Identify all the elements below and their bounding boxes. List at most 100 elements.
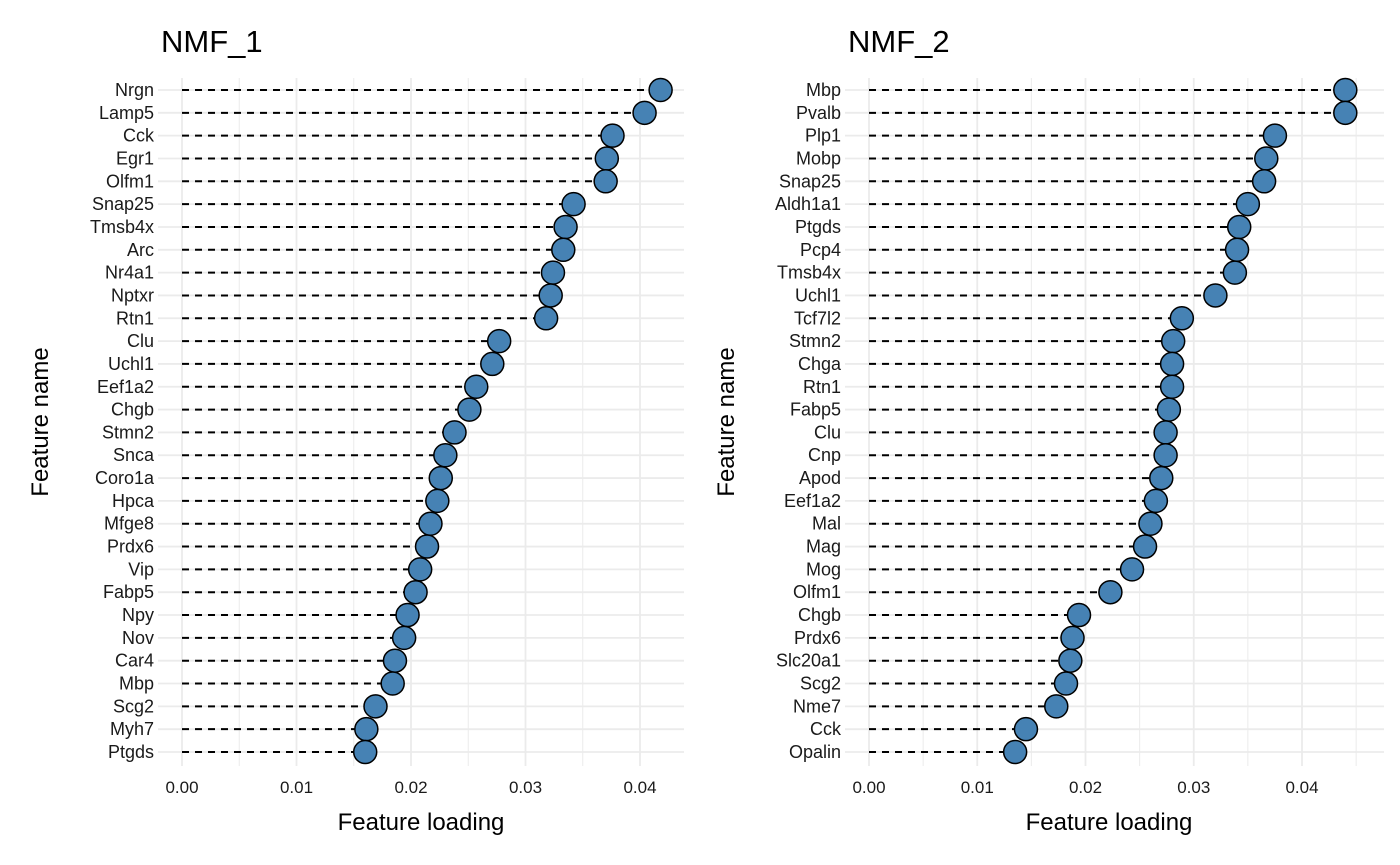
chart-title: NMF_2 <box>848 24 950 59</box>
lollipop-point <box>1224 237 1250 263</box>
y-tick-label: Uchl1 <box>795 285 841 305</box>
y-tick-label: Plp1 <box>805 126 841 146</box>
y-tick-label: Mbp <box>806 80 841 100</box>
y-tick-label: Nme7 <box>793 696 841 716</box>
lollipop-point <box>457 397 482 422</box>
y-tick-label: Car4 <box>115 651 154 671</box>
y-tick-label: Fabp5 <box>103 582 154 602</box>
x-tick-label: 0.01 <box>961 778 994 797</box>
y-tick-label: Hpca <box>112 491 155 511</box>
y-tick-label: Mal <box>812 514 841 534</box>
lollipop-point <box>1002 739 1028 765</box>
y-tick-label: Lamp5 <box>99 103 154 123</box>
lollipop-point <box>1143 488 1169 514</box>
y-tick-label: Prdx6 <box>794 628 841 648</box>
lollipop-point <box>540 260 566 285</box>
y-tick-label: Snap25 <box>779 171 841 191</box>
y-tick-label: Chgb <box>111 400 154 420</box>
y-tick-label: Nov <box>122 628 154 648</box>
y-tick-label: Clu <box>127 331 154 351</box>
y-tick-label: Ptgds <box>108 742 154 762</box>
y-tick-label: Myh7 <box>110 719 154 739</box>
y-tick-label: Pvalb <box>796 103 841 123</box>
lollipop-point <box>1044 694 1069 719</box>
y-tick-label: Tmsb4x <box>90 217 154 237</box>
lollipop-point <box>1203 283 1228 308</box>
lollipops <box>869 77 1358 765</box>
y-tick-label: Scg2 <box>113 696 154 716</box>
y-axis-label: Feature name <box>713 347 740 496</box>
x-tick-label: 0.00 <box>165 778 198 797</box>
lollipop-point <box>1013 716 1039 742</box>
lollipop-point <box>407 557 433 582</box>
lollipop-point <box>414 534 440 559</box>
y-tick-label: Coro1a <box>95 468 155 488</box>
lollipop-point <box>551 237 576 263</box>
y-tick-label: Opalin <box>789 742 841 762</box>
y-tick-label: Tcf7l2 <box>794 308 841 328</box>
lollipop-point <box>1159 351 1185 377</box>
lollipop-point <box>428 465 454 491</box>
lollipop-point <box>600 123 625 148</box>
x-tick-label: 0.02 <box>1069 778 1102 797</box>
chart-title: NMF_1 <box>161 24 263 59</box>
y-tick-label: Mog <box>806 559 841 579</box>
x-tick-label: 0.00 <box>852 778 885 797</box>
lollipop-point <box>1153 420 1178 445</box>
lollipop-point <box>352 739 378 765</box>
lollipop-point <box>1153 442 1178 468</box>
y-tick-label: Cck <box>123 126 155 146</box>
lollipop-point <box>594 146 620 171</box>
lollipops <box>182 77 673 765</box>
lollipop-point <box>1169 306 1195 331</box>
lollipop-point <box>382 648 408 673</box>
lollipop-point <box>1149 465 1174 491</box>
lollipop-point <box>1262 123 1288 148</box>
lollipop-point <box>1160 328 1186 354</box>
lollipop-point <box>1254 146 1279 171</box>
lollipop-point <box>480 351 505 377</box>
y-tick-label: Nptxr <box>111 285 154 305</box>
lollipop-point <box>425 488 450 514</box>
lollipop-point <box>1333 77 1358 103</box>
y-tick-label: Prdx6 <box>107 537 154 557</box>
lollipop-point <box>553 214 578 240</box>
y-tick-label: Clu <box>814 422 841 442</box>
y-tick-label: Stmn2 <box>102 422 154 442</box>
x-tick-label: 0.03 <box>509 778 542 797</box>
y-axis-label: Feature name <box>27 347 54 496</box>
y-tick-label: Fabp5 <box>790 400 841 420</box>
lollipop-point <box>1156 397 1182 422</box>
y-tick-label: Chga <box>798 354 842 374</box>
y-tick-label: Nrgn <box>115 80 154 100</box>
x-axis-label: Feature loading <box>338 809 505 836</box>
lollipop-point <box>1226 214 1252 240</box>
lollipop-point <box>442 420 467 445</box>
x-tick-label: 0.04 <box>623 778 656 797</box>
x-tick-label: 0.01 <box>280 778 313 797</box>
x-axis-label: Feature loading <box>1026 809 1193 836</box>
x-tick-label: 0.04 <box>1285 778 1318 797</box>
y-tick-label: Mfge8 <box>104 514 154 534</box>
lollipop-point <box>538 283 563 308</box>
y-tick-label: Chgb <box>798 605 841 625</box>
x-tick-labels: 0.00 0.01 0.02 0.03 0.04 <box>165 778 656 797</box>
lollipop-point <box>433 442 458 468</box>
y-tick-label: Vip <box>128 559 154 579</box>
lollipop-point <box>1098 579 1123 605</box>
lollipop-point <box>395 602 420 628</box>
lollipop-point <box>403 579 428 605</box>
y-tick-label: Mobp <box>796 148 841 168</box>
y-tick-label: Cck <box>810 719 842 739</box>
y-tick-label: Eef1a2 <box>784 491 841 511</box>
y-tick-label: Aldh1a1 <box>775 194 841 214</box>
y-tick-label: Apod <box>799 468 841 488</box>
lollipop-point <box>354 716 379 742</box>
y-tick-label: Stmn2 <box>789 331 841 351</box>
y-tick-label: Arc <box>127 240 154 260</box>
